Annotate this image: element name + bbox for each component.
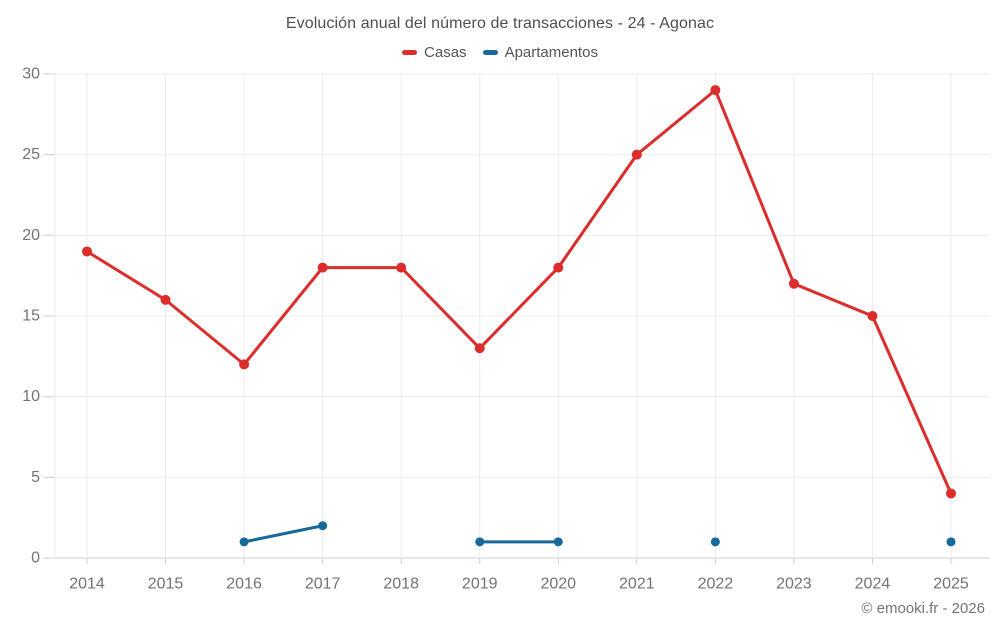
data-point-apartamentos-2020[interactable] — [553, 537, 563, 547]
series-casas — [82, 85, 956, 499]
legend-swatch-icon — [482, 50, 498, 55]
series-apartamentos — [239, 521, 956, 547]
x-tick-label: 2014 — [69, 576, 105, 593]
series-line-segment — [399, 266, 482, 350]
series-line-segment — [792, 282, 874, 318]
series-line-segment — [242, 524, 325, 544]
data-point-casas-2025[interactable] — [946, 488, 956, 499]
data-point-casas-2024[interactable] — [867, 311, 878, 321]
data-point-apartamentos-2022[interactable] — [710, 537, 720, 547]
legend-item-casas[interactable]: Casas — [402, 44, 467, 61]
x-tick-label: 2016 — [226, 576, 262, 593]
x-tick-label: 2022 — [698, 576, 734, 593]
x-tick-label: 2023 — [776, 576, 812, 593]
series-line-segment — [635, 88, 717, 157]
series-line-segment — [713, 88, 796, 286]
data-point-apartamentos-2017[interactable] — [318, 521, 328, 531]
x-tick-label: 2021 — [619, 576, 655, 593]
data-point-casas-2014[interactable] — [82, 246, 92, 257]
data-point-apartamentos-2019[interactable] — [475, 537, 485, 547]
x-tick-label: 2015 — [148, 576, 184, 593]
data-point-casas-2019[interactable] — [474, 343, 485, 354]
legend-label: Apartamentos — [504, 44, 598, 61]
x-tick-label: 2018 — [383, 576, 419, 593]
y-tick-label: 5 — [31, 469, 40, 486]
x-tick-label: 2019 — [462, 576, 498, 593]
y-tick-label: 20 — [22, 227, 40, 244]
series-line-segment — [242, 266, 325, 366]
series-line-segment — [870, 314, 953, 495]
data-point-apartamentos-2016[interactable] — [239, 537, 249, 547]
data-point-apartamentos-2025[interactable] — [946, 537, 956, 547]
x-tick-label: 2017 — [305, 576, 341, 593]
data-point-casas-2015[interactable] — [160, 294, 171, 305]
data-point-casas-2022[interactable] — [710, 85, 721, 96]
series-line-segment — [556, 153, 639, 270]
y-tick-label: 10 — [22, 388, 40, 405]
legend-label: Casas — [424, 44, 467, 61]
x-tick-label: 2020 — [540, 576, 576, 593]
chart-title: Evolución anual del número de transaccio… — [285, 15, 715, 32]
copyright-text: © emooki.fr - 2026 — [861, 600, 985, 617]
data-point-casas-2016[interactable] — [239, 359, 250, 370]
data-point-casas-2018[interactable] — [396, 262, 407, 273]
series-line-segment — [85, 249, 168, 302]
y-tick-label: 15 — [22, 308, 40, 325]
data-point-casas-2021[interactable] — [631, 149, 642, 160]
legend-swatch-icon — [402, 50, 418, 55]
series-line-segment — [478, 266, 560, 350]
x-tick-label: 2025 — [933, 576, 969, 593]
y-tick-label: 0 — [31, 550, 40, 567]
legend-item-apartamentos[interactable]: Apartamentos — [482, 44, 598, 61]
data-point-casas-2017[interactable] — [317, 262, 328, 273]
x-tick-label: 2024 — [855, 576, 891, 593]
series-line-segment — [164, 298, 246, 366]
y-tick-label: 25 — [22, 146, 40, 163]
y-tick-label: 30 — [22, 66, 40, 83]
data-point-casas-2023[interactable] — [788, 278, 799, 289]
data-point-casas-2020[interactable] — [553, 262, 564, 273]
chart-legend: Casas Apartamentos — [0, 44, 1000, 61]
